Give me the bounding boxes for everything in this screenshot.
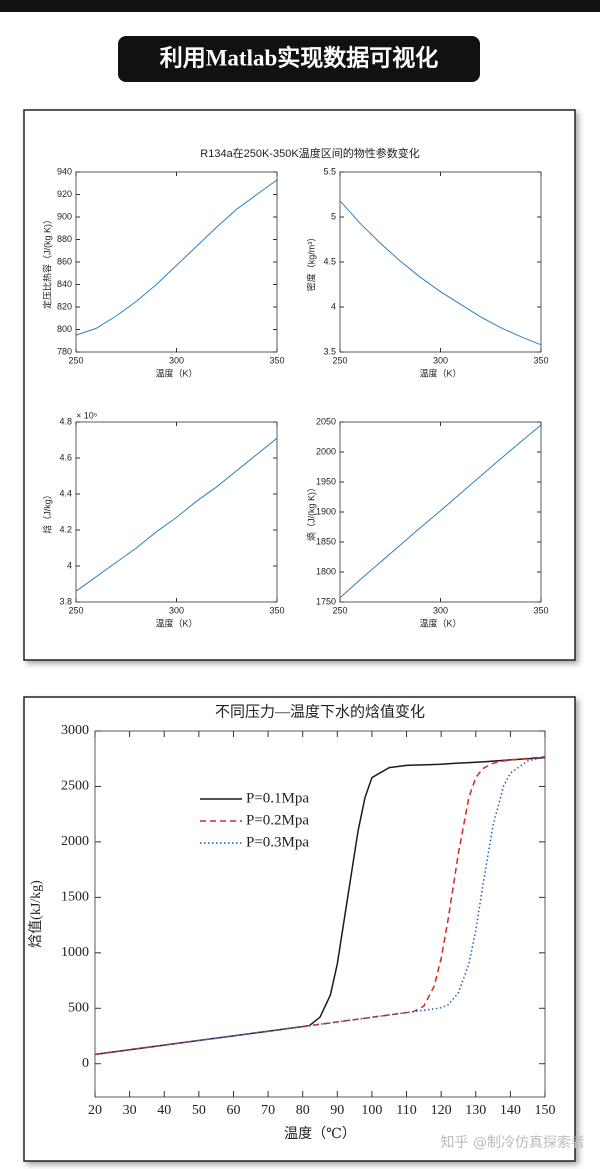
y-tick-label: 3000 [61,723,89,738]
x-tick-label: 250 [68,605,83,615]
y-tick-label: 2000 [316,446,336,456]
legend-label: P=0.1Mpa [246,790,309,806]
plot-area [94,730,546,1098]
data-line [339,200,542,346]
top-bar [0,0,600,12]
y-tick-label: 4.8 [59,416,72,426]
y-tick-label: 5 [331,211,336,221]
x-tick-label: 350 [269,605,284,615]
y-tick-label: 3.5 [323,346,336,356]
data-line [75,437,278,592]
chart: 20 30 40 50 60 70 80 90 100 110 120 130 140 150050010… [28,703,555,1142]
x-axis-label: 温度（K） [155,367,197,378]
x-tick-label: 120 [431,1103,452,1118]
chart-title: 不同压力—温度下水的焓值变化 [215,703,425,720]
x-tick-label: 300 [169,355,184,365]
legend-label: P=0.2Mpa [246,812,309,828]
y-tick-label: 5.5 [323,166,336,176]
data-line [339,424,542,599]
x-tick-label: 110 [396,1103,416,1118]
x-axis-label: 温度（K） [155,617,197,628]
y-axis-label: 焓（J/kg） [41,490,52,534]
y-tick-label: 940 [57,166,72,176]
x-tick-label: 250 [332,605,347,615]
x-axis-label: 温度（K） [419,367,461,378]
x-tick-label: 80 [296,1103,310,1118]
y-tick-label: 1000 [61,945,89,960]
chart: 250 300 350 1750 1800 1850 1900 1950 2000 2050 温度（… [305,416,548,628]
x-tick-label: 300 [169,605,184,615]
chart: 250 300 350 3.8 4 4.2 4.4 4.6 4.8 × 10⁵ 温度（K） 焓（J/k… [41,410,284,628]
y-axis-label: 密度（kg/m³） [305,233,316,292]
data-line [94,756,546,1056]
y-axis-label: 焓值(kJ/kg) [28,880,44,948]
watermark: 知乎 @制冷仿真探索者 [441,1134,585,1151]
y-tick-label: 4.2 [59,524,72,534]
y-tick-label: 500 [68,1000,89,1015]
x-tick-label: 350 [269,355,284,365]
plot-area [339,421,542,603]
y-axis-label: 定压比热容（J/(kg K)） [41,215,52,309]
x-tick-label: 250 [68,355,83,365]
x-axis-label: 温度（℃） [284,1126,356,1142]
y-tick-label: 1800 [316,566,336,576]
banner [118,36,480,82]
y-tick-label: 840 [57,279,72,289]
x-tick-label: 30 [123,1103,137,1118]
y-tick-label: 780 [57,346,72,356]
y-tick-label: 800 [57,324,72,334]
y-tick-label: 1950 [316,476,336,486]
y-tick-label: 2050 [316,416,336,426]
y-tick-label: 2000 [61,834,89,849]
x-tick-label: 70 [261,1103,275,1118]
x-tick-label: 140 [500,1103,521,1118]
y-tick-label: 1750 [316,596,336,606]
y-tick-label: 880 [57,234,72,244]
y-tick-label: 860 [57,256,72,266]
y-tick-label: 1900 [316,506,336,516]
chart: 250 300 350 780 800 820 840 860 880 900 920 940 温度（K… [41,166,284,378]
y-tick-label: 1850 [316,536,336,546]
y-exponent: × 10⁵ [76,410,98,420]
x-tick-label: 350 [533,605,548,615]
y-tick-label: 920 [57,189,72,199]
x-tick-label: 20 [88,1103,102,1118]
x-axis-label: 温度（K） [419,617,461,628]
y-tick-label: 2500 [61,779,89,794]
x-tick-label: 40 [157,1103,171,1118]
figure-title: R134a在250K-350K温度区间的物性参数变化 [200,146,419,160]
x-tick-label: 130 [465,1103,486,1118]
x-tick-label: 100 [361,1103,382,1118]
y-tick-label: 4 [67,560,72,570]
y-tick-label: 4.5 [323,256,336,266]
chart: 250 300 350 3.5 4 4.5 5 5.5 温度（K） 密度（kg/m³） [305,166,548,378]
x-tick-label: 300 [433,605,448,615]
plot-area [339,171,542,353]
y-tick-label: 820 [57,301,72,311]
x-tick-label: 50 [192,1103,206,1118]
data-line [75,179,278,336]
banner-title: 利用Matlab实现数据可视化 [160,44,439,70]
y-tick-label: 4 [331,301,336,311]
x-tick-label: 300 [433,355,448,365]
y-tick-label: 0 [82,1056,89,1071]
x-tick-label: 250 [332,355,347,365]
x-tick-label: 350 [533,355,548,365]
y-axis-label: 熵（J/(kg K)） [305,483,316,541]
y-tick-label: 900 [57,211,72,221]
legend-label: P=0.3Mpa [246,834,309,850]
y-tick-label: 4.6 [59,452,72,462]
y-tick-label: 1500 [61,890,89,905]
plot-area [75,421,278,603]
x-tick-label: 60 [226,1103,240,1118]
plot-area [75,171,278,353]
y-tick-label: 3.8 [59,596,72,606]
x-tick-label: 150 [535,1103,556,1118]
x-tick-label: 90 [330,1103,344,1118]
y-tick-label: 4.4 [59,488,72,498]
